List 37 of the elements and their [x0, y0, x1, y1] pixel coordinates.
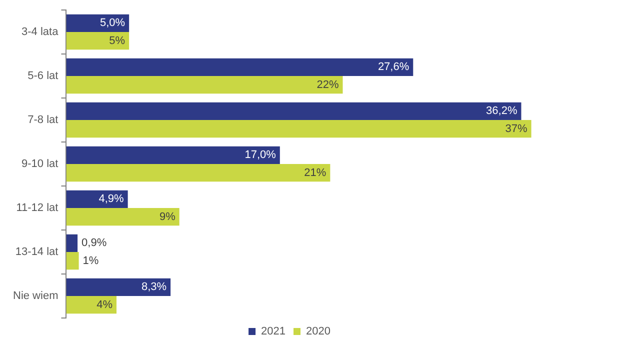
data-label: 21%: [304, 166, 326, 179]
data-label: 17,0%: [244, 149, 276, 162]
y-tick-label: 3-4 lata: [22, 26, 60, 38]
bar: [66, 146, 280, 164]
data-label: 37%: [505, 122, 528, 135]
bar: [66, 58, 414, 76]
data-label: 4%: [96, 298, 113, 311]
bar: [66, 76, 343, 94]
y-tick-label: 11-12 lat: [16, 202, 58, 214]
bar: [66, 120, 532, 138]
data-label: 5%: [109, 34, 126, 47]
legend-label: 2021: [261, 326, 286, 338]
bar: [66, 190, 128, 208]
bar: [66, 102, 522, 120]
bar: [66, 296, 117, 314]
bar: [66, 14, 130, 32]
y-tick-label: 5-6 lat: [28, 70, 58, 82]
y-tick-label: 7-8 lat: [28, 114, 58, 126]
y-tick-label: Nie wiem: [12, 290, 58, 302]
data-label: 22%: [316, 78, 339, 91]
bar: [66, 252, 79, 270]
data-label: 5,0%: [100, 17, 126, 30]
bar: [66, 164, 330, 182]
data-label: 4,9%: [98, 193, 124, 206]
data-label: 27,6%: [378, 61, 410, 74]
bar: [66, 234, 78, 252]
data-label: 8,3%: [141, 281, 167, 294]
data-label: 0,9%: [82, 237, 107, 250]
bar: [66, 278, 171, 296]
data-label: 36,2%: [486, 105, 518, 118]
bar: [66, 32, 130, 50]
bar: [66, 208, 180, 226]
legend-label: 2020: [306, 326, 330, 338]
y-tick-label: 9-10 lat: [22, 158, 58, 170]
y-tick-label: 13-14 lat: [15, 246, 58, 258]
data-label: 9%: [159, 210, 176, 223]
data-label: 1%: [82, 254, 99, 267]
